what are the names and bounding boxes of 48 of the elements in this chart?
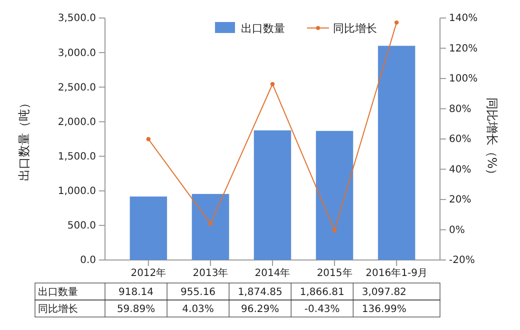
- y2-tick-label: 40%: [449, 164, 472, 176]
- bar: [192, 194, 230, 260]
- data-label: 96.29%: [241, 304, 280, 315]
- y2-tick-label: 140%: [449, 13, 478, 24]
- x-tick-label: 2012年: [130, 267, 166, 280]
- data-label: 3,097.82: [362, 287, 406, 298]
- y-tick-label: 1,500.0: [58, 151, 96, 162]
- text: 同比增长: [38, 304, 78, 315]
- data-label: 59.89%: [116, 304, 156, 315]
- y-tick-label: 3,500.0: [58, 13, 96, 24]
- bar: [316, 130, 354, 260]
- y2-tick-label: 20%: [449, 194, 472, 206]
- point: [146, 137, 151, 142]
- y2-axis-title: 同比增长（%）: [485, 97, 499, 181]
- y2-tick-label: 100%: [449, 74, 478, 85]
- y2-tick-label: 120%: [449, 43, 478, 54]
- data-label: 4.03%: [182, 304, 214, 315]
- data-label: 918.14: [118, 287, 154, 298]
- y2-tick-label: 80%: [449, 104, 472, 115]
- y-tick-label: 2,500.0: [58, 82, 96, 94]
- legend-label: 同比增长: [333, 22, 377, 35]
- x-tick-label: 2016年1-9月: [366, 267, 428, 280]
- x-tick-label: 2014年: [254, 267, 290, 280]
- data-label: 136.99%: [362, 304, 406, 315]
- point: [394, 20, 399, 25]
- data-label: -0.43%: [304, 304, 340, 315]
- bar: [130, 196, 168, 260]
- y-tick-label: 500.0: [67, 220, 96, 232]
- data-label: 955.16: [180, 287, 216, 298]
- y-tick-label: 1,000.0: [58, 186, 96, 198]
- y2-tick-label: 60%: [449, 134, 472, 146]
- point: [332, 228, 337, 233]
- text: 出口数量: [38, 287, 78, 298]
- y2-tick-label: -20%: [449, 255, 475, 266]
- y2-tick-label: 0%: [449, 224, 465, 236]
- x-tick-label: 2013年: [192, 267, 228, 280]
- point: [270, 82, 275, 86]
- legend-label: 出口数量: [241, 22, 285, 35]
- bar: [378, 46, 416, 260]
- y-tick-label: 0.0: [80, 255, 96, 266]
- data-label: 1,866.81: [300, 287, 344, 298]
- y-tick-label: 3,000.0: [58, 48, 96, 59]
- data-label: 1,874.85: [238, 287, 282, 298]
- point: [208, 222, 213, 226]
- bar: [254, 130, 292, 260]
- y-tick-label: 2,000.0: [58, 116, 96, 128]
- y-axis-title: 出口数量（吨）: [17, 97, 31, 181]
- x-tick-label: 2015年: [316, 267, 352, 280]
